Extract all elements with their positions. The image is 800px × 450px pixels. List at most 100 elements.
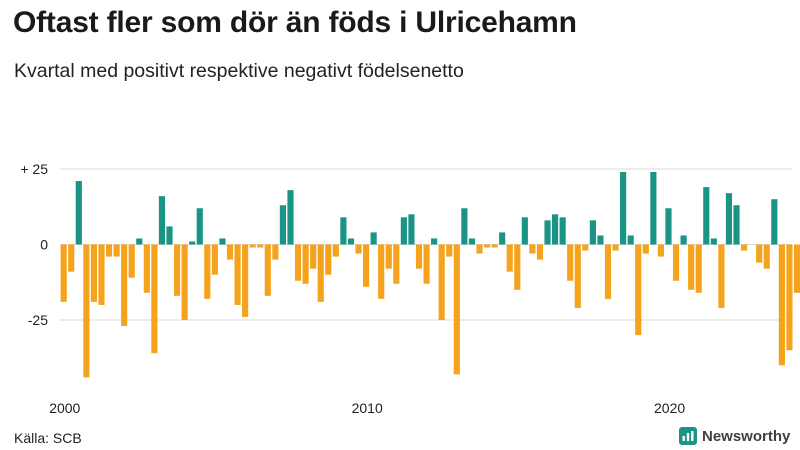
bar-positive xyxy=(166,226,173,245)
bar-negative xyxy=(234,244,241,305)
x-tick-label: 2000 xyxy=(49,400,80,416)
bar-positive xyxy=(733,205,740,245)
x-tick-label: 2020 xyxy=(654,400,685,416)
bar-negative xyxy=(536,244,544,260)
bar-positive xyxy=(196,208,203,245)
source-note: Källa: SCB xyxy=(14,430,82,446)
bar-positive xyxy=(431,238,438,245)
y-tick-label: + 25 xyxy=(20,161,48,177)
bar-positive xyxy=(680,235,687,245)
bar-negative xyxy=(567,244,574,281)
bar-negative xyxy=(302,244,309,284)
bar-positive xyxy=(499,232,506,245)
bar-negative xyxy=(174,244,181,296)
bar-negative xyxy=(325,244,332,275)
bar-positive xyxy=(400,217,407,245)
bar-negative xyxy=(438,244,445,320)
bar-negative xyxy=(204,244,211,299)
bar-negative xyxy=(514,244,521,290)
bar-positive xyxy=(219,238,226,245)
bar-negative xyxy=(778,244,785,366)
bar-positive xyxy=(136,238,143,245)
bar-negative xyxy=(310,244,317,269)
bar-negative xyxy=(385,244,392,269)
bar-negative xyxy=(332,244,339,257)
chart-subtitle: Kvartal med positivt respektive negativt… xyxy=(14,60,464,82)
bar-negative xyxy=(604,244,612,299)
bar-negative xyxy=(763,244,770,269)
bar-negative xyxy=(582,244,589,251)
bar-negative xyxy=(529,244,536,254)
bar-positive xyxy=(75,181,82,245)
bar-positive xyxy=(620,172,627,245)
bar-negative xyxy=(98,244,105,305)
bar-positive xyxy=(340,217,347,245)
bar-negative xyxy=(264,244,271,296)
y-axis-ticks: + 25 0 -25 xyxy=(20,161,48,328)
newsworthy-logo-icon xyxy=(679,427,697,445)
bar-negative xyxy=(642,244,649,254)
bar-negative xyxy=(393,244,400,284)
bar-positive xyxy=(468,238,475,245)
bar-positive xyxy=(370,232,377,245)
bar-positive xyxy=(597,235,604,245)
bar-negative xyxy=(786,244,793,351)
bar-negative xyxy=(423,244,430,284)
bar-negative xyxy=(483,244,491,248)
bar-negative xyxy=(453,244,460,375)
bar-positive xyxy=(710,238,717,245)
bar-negative xyxy=(718,244,725,308)
bar-negative xyxy=(506,244,513,272)
bar-positive xyxy=(461,208,468,245)
bar-negative xyxy=(151,244,158,354)
bar-negative xyxy=(226,244,234,260)
bar-positive xyxy=(627,235,634,245)
bar-negative xyxy=(741,244,748,251)
brand-name: Newsworthy xyxy=(702,427,791,445)
bar-negative xyxy=(415,244,423,269)
bar-positive xyxy=(650,172,657,245)
bar-positive xyxy=(665,208,672,245)
bar-positive xyxy=(589,220,596,245)
bar-negative xyxy=(635,244,642,336)
bar-positive xyxy=(552,214,559,245)
bar-negative xyxy=(657,244,664,257)
bar-positive xyxy=(279,205,286,245)
bar-negative xyxy=(574,244,581,308)
bar-negative xyxy=(128,244,135,278)
bar-positive xyxy=(189,241,196,245)
bar-negative xyxy=(143,244,150,293)
bar-negative xyxy=(695,244,702,293)
bar-positive xyxy=(287,190,294,245)
brand-logo: Newsworthy xyxy=(679,427,790,445)
bar-positive xyxy=(408,214,415,245)
bar-negative xyxy=(83,244,90,378)
bar-negative xyxy=(446,244,453,257)
bar-positive xyxy=(521,217,528,245)
bar-negative xyxy=(242,244,249,317)
bar-positive xyxy=(725,193,733,245)
bar-negative xyxy=(672,244,680,281)
bar-negative xyxy=(793,244,800,293)
bar-positive xyxy=(347,238,355,245)
bar-negative xyxy=(491,244,498,248)
bar-negative xyxy=(105,244,113,257)
bar-negative xyxy=(249,244,256,248)
x-tick-label: 2010 xyxy=(352,400,383,416)
bar-negative xyxy=(60,244,67,302)
bar-negative xyxy=(113,244,120,257)
bar-positive xyxy=(158,196,166,245)
bar-negative xyxy=(272,244,279,260)
bar-negative xyxy=(317,244,324,302)
bar-positive xyxy=(771,199,778,245)
y-tick-label: 0 xyxy=(40,237,48,253)
bar-negative xyxy=(68,244,75,272)
bar-negative xyxy=(476,244,483,254)
bar-negative xyxy=(688,244,695,290)
bar-negative xyxy=(355,244,362,254)
bar-negative xyxy=(90,244,97,302)
bar-negative xyxy=(756,244,763,263)
bar-positive xyxy=(559,217,566,245)
chart-title: Oftast fler som dör än föds i Ulricehamn xyxy=(13,6,577,39)
